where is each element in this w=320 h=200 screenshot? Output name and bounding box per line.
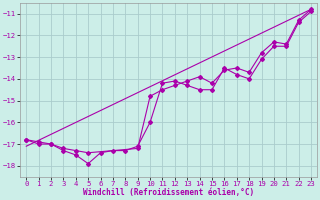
X-axis label: Windchill (Refroidissement éolien,°C): Windchill (Refroidissement éolien,°C) [83,188,254,197]
